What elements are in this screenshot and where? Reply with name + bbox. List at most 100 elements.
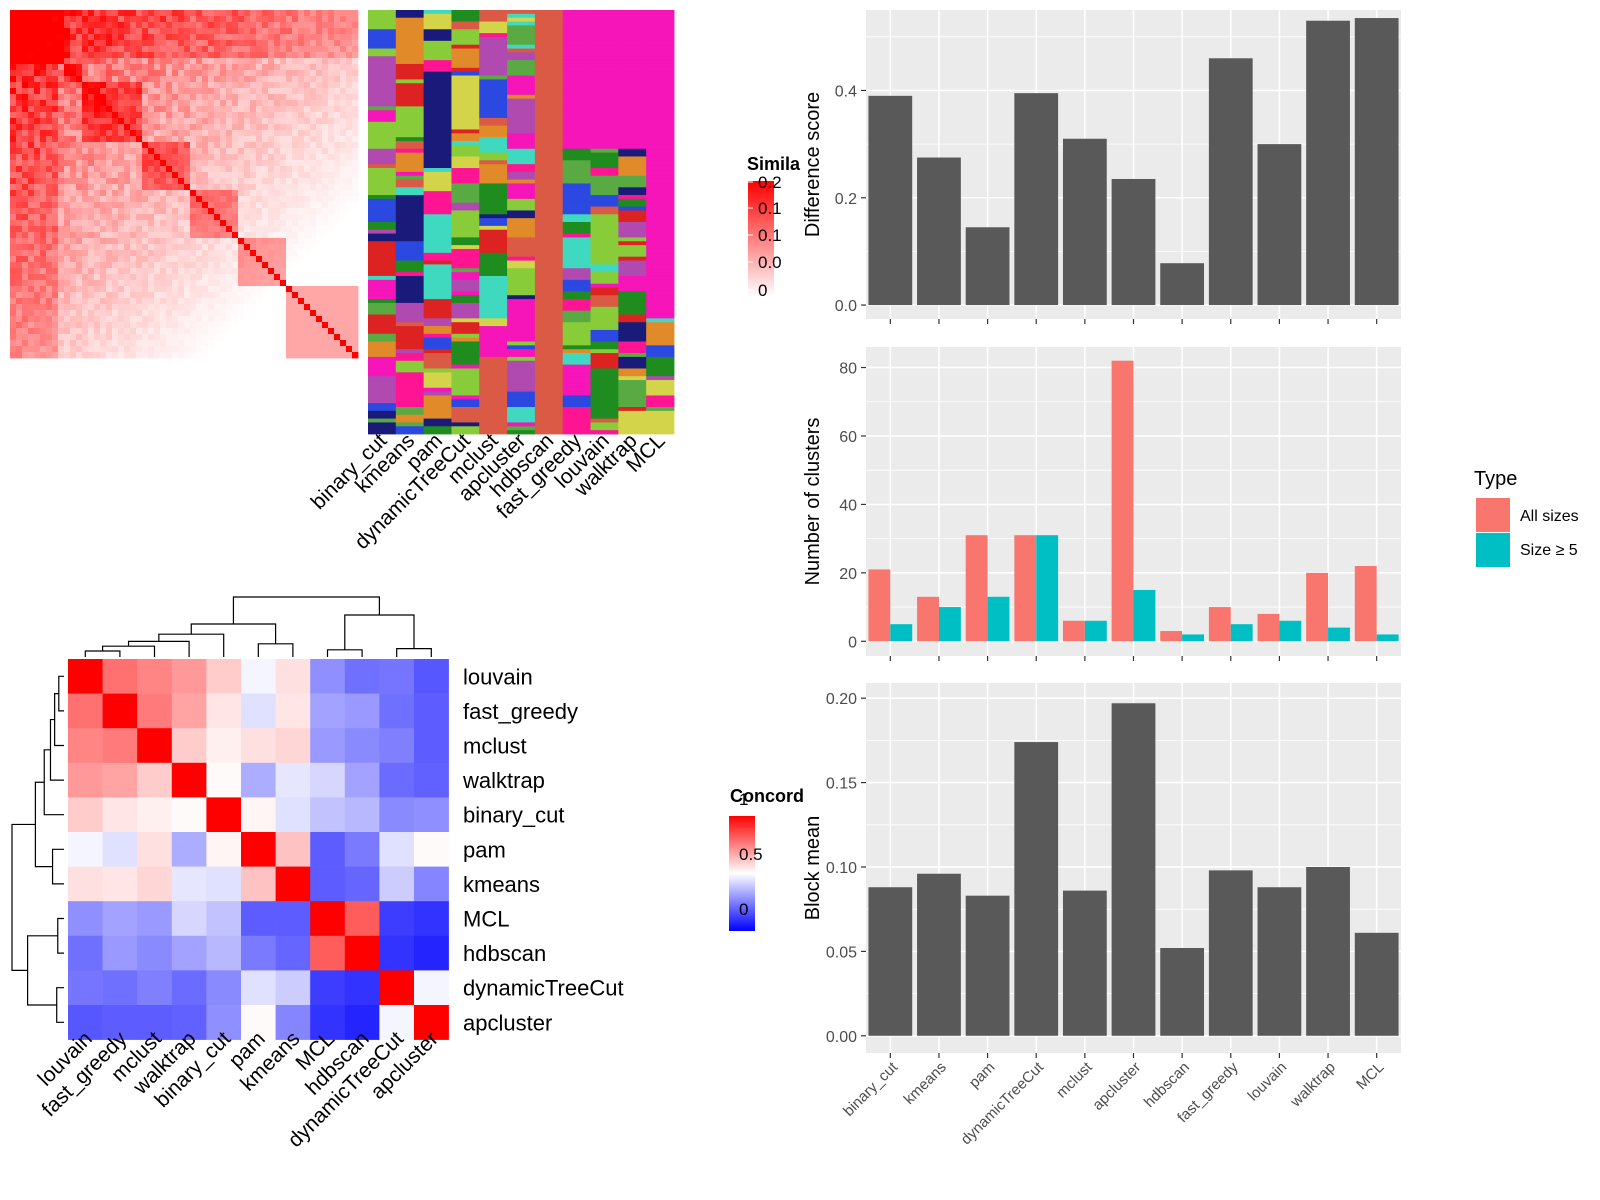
similarity-cell [34,28,41,35]
membership-cell [618,302,647,308]
similarity-cell [130,124,137,131]
membership-cell [395,90,425,96]
membership-cell [507,13,536,19]
concordance-cell [206,797,242,833]
membership-cell [507,83,536,88]
membership-cell [618,171,647,177]
similarity-cell [328,352,335,359]
similarity-cell [166,208,173,215]
similarity-cell [322,148,329,155]
similarity-cell [166,28,173,35]
similarity-cell [46,268,53,275]
membership-cell [590,418,619,423]
concordance-cell [102,1005,138,1040]
membership-cell [562,67,591,73]
membership-cell [646,368,675,373]
similarity-cell [220,28,227,35]
similarity-cell [160,100,167,107]
similarity-cell [202,10,209,17]
membership-cell [451,360,480,366]
membership-cell [368,306,397,312]
similarity-cell [292,304,299,311]
membership-cell [590,102,619,107]
similarity-cell [328,328,335,335]
similarity-cell [316,100,323,107]
similarity-cell [202,142,209,149]
membership-cell [534,376,564,381]
similarity-cell [22,286,29,293]
membership-cell [451,175,480,180]
similarity-cell [142,322,149,329]
membership-cell [590,67,619,73]
membership-cell [562,98,591,103]
membership-cell [507,195,536,200]
membership-cell [646,102,675,107]
similarity-cell [274,76,281,83]
membership-cell [534,302,564,308]
similarity-cell [88,232,95,239]
similarity-cell [250,112,257,119]
similarity-cell [280,352,287,359]
similarity-cell [106,178,113,185]
membership-cell [618,391,647,396]
similarity-cell [292,172,299,179]
similarity-cell [16,46,23,53]
membership-cell [423,287,452,292]
similarity-cell [340,328,347,335]
similarity-cell [316,70,323,77]
similarity-cell [46,40,53,47]
similarity-cell [82,298,89,305]
similarity-cell [316,316,323,323]
membership-cell [590,395,619,400]
similarity-cell [346,250,353,257]
similarity-cell [262,352,269,359]
similarity-cell [256,166,263,173]
similarity-cell [316,10,323,17]
similarity-cell [130,106,137,113]
similarity-cell [202,238,209,245]
similarity-cell [322,334,329,341]
similarity-cell [208,64,215,71]
similarity-cell [256,292,263,299]
similarity-cell [52,34,59,41]
membership-cell [479,341,508,346]
similarity-cell [208,262,215,269]
similarity-cell [166,70,173,77]
similarity-cell [10,142,17,149]
similarity-cell [322,52,329,59]
similarity-cell [304,262,311,269]
membership-cell [395,117,425,123]
membership-cell [646,310,675,315]
similarity-cell [334,70,341,77]
membership-cell [590,364,619,369]
similarity-cell [274,214,281,221]
similarity-cell [28,112,35,119]
similarity-cell [106,226,113,233]
membership-cell [423,329,452,335]
membership-cell [618,29,647,34]
similarity-cell [166,268,173,275]
membership-cell [562,256,591,261]
similarity-cell [334,280,341,287]
similarity-cell [322,256,329,263]
similarity-cell [208,172,215,179]
membership-cell [423,418,452,423]
membership-cell [562,241,591,246]
membership-cell [590,349,619,354]
similarity-cell [310,274,317,281]
similarity-cell [46,88,53,95]
membership-cell [368,121,397,127]
similarity-cell [160,286,167,293]
membership-cell [395,248,425,254]
similarity-cell [226,52,233,59]
similarity-cell [70,226,77,233]
similarity-cell [106,64,113,71]
similarity-cell [166,298,173,305]
membership-cell [507,341,536,346]
similarity-cell [328,304,335,311]
membership-cell [618,349,647,354]
similarity-cell [160,76,167,83]
dendrogram-branch [51,848,64,885]
similarity-cell [196,196,203,203]
similarity-cell [298,34,305,41]
